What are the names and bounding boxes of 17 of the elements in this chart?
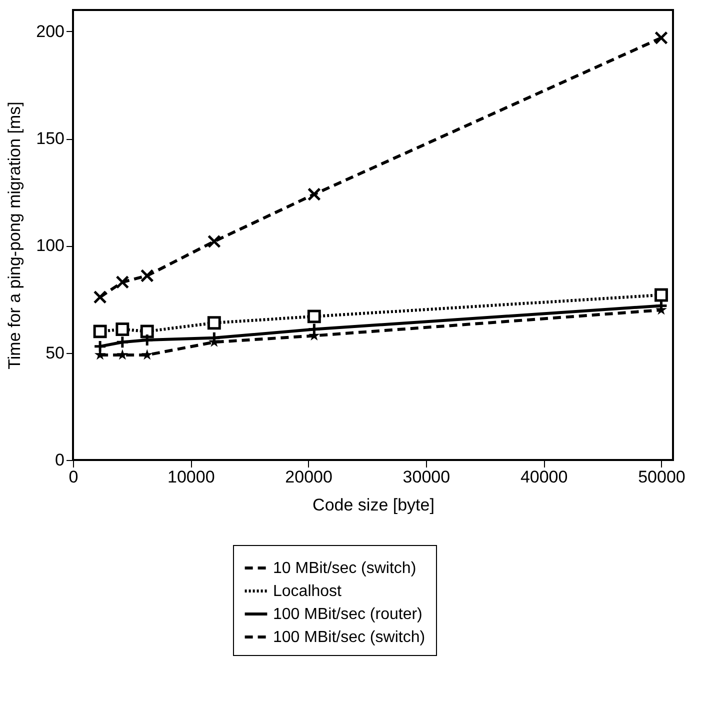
x-tick-label: 30000 [402,468,450,486]
legend-label: 100 MBit/sec (switch) [273,629,426,646]
legend-label: Localhost [273,583,342,600]
legend-label: 10 MBit/sec (switch) [273,560,416,577]
x-tick-label: 10000 [168,468,215,486]
x-tick-label: 50000 [638,468,686,486]
x-tick-label: 0 [68,468,78,486]
y-tick-label: 200 [36,22,64,41]
x-tick-label: 20000 [285,468,332,486]
x-axis-title: Code size [byte] [312,496,434,514]
legend-label: 100 MBit/sec (router) [273,606,422,623]
y-tick-label: 0 [55,450,64,470]
y-tick-label: 100 [36,236,64,256]
y-tick-label: 150 [36,129,64,148]
y-tick-label: 50 [46,343,64,362]
y-axis-title: Time for a ping-pong migration [ms] [5,102,24,370]
x-tick-label: 40000 [520,468,568,486]
